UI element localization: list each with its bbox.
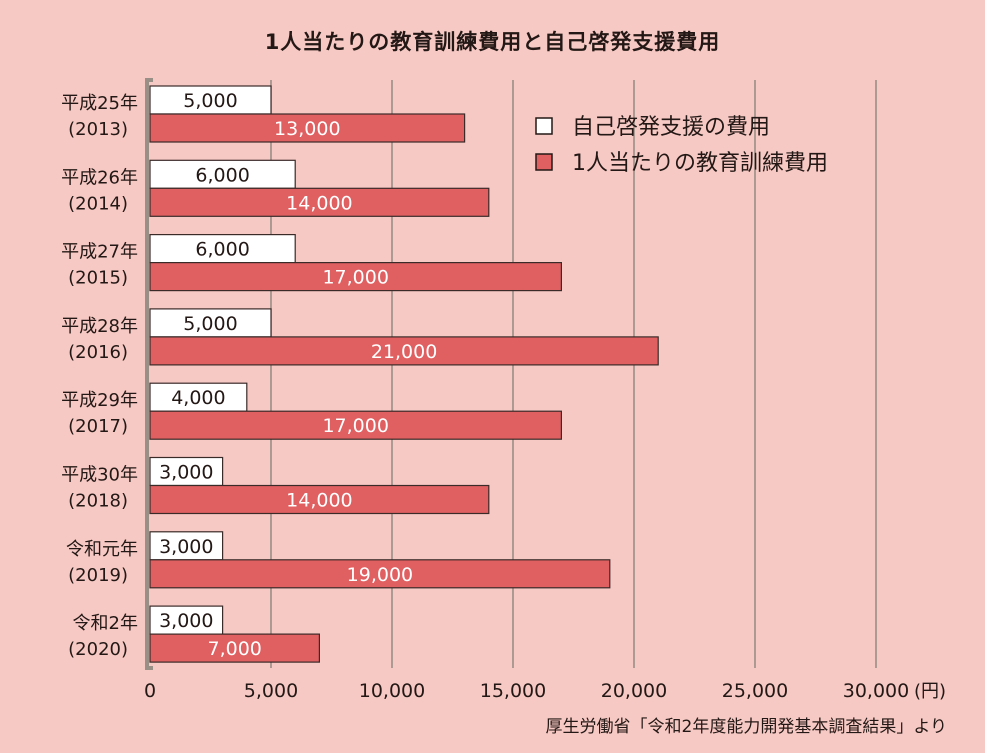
category-label: 令和2年 [73, 613, 138, 634]
category-label: 平成26年 [61, 167, 138, 188]
bar [149, 308, 272, 338]
chart-title: 1人当たりの教育訓練費用と自己啓発支援費用 [264, 30, 721, 54]
bar-value-label: 14,000 [286, 192, 352, 214]
bar-value-label: 6,000 [195, 239, 249, 261]
category-year-label: (2015) [68, 268, 128, 289]
category-label: 令和元年 [66, 539, 138, 560]
bar-value-label: 14,000 [286, 490, 352, 512]
category-year-label: (2017) [68, 416, 128, 437]
category-year-label: (2014) [68, 193, 128, 214]
category-year-label: (2019) [68, 565, 128, 586]
source-note: 厚生労働省「令和2年度能力開発基本調査結果」より [545, 717, 947, 737]
bar-value-label: 21,000 [371, 341, 437, 363]
bar [149, 262, 562, 292]
category-label: 平成29年 [61, 390, 138, 411]
bar [149, 113, 466, 143]
bar-value-label: 5,000 [183, 313, 237, 335]
y-axis-line [145, 78, 153, 670]
x-tick-label: 30,000 [843, 680, 909, 702]
x-tick-label: 25,000 [722, 680, 788, 702]
category-label: 平成28年 [61, 316, 138, 337]
bar-value-label: 17,000 [322, 267, 388, 289]
bar [149, 633, 320, 663]
bar-value-label: 17,000 [322, 415, 388, 437]
x-tick-label: 5,000 [244, 680, 298, 702]
bar-value-label: 6,000 [195, 164, 249, 186]
bar [149, 410, 562, 440]
legend-swatch [535, 117, 553, 135]
bar-value-label: 7,000 [207, 638, 261, 660]
category-label: 平成27年 [61, 242, 138, 263]
bar [149, 559, 611, 589]
bar-value-label: 3,000 [159, 536, 213, 558]
x-tick-label: 15,000 [480, 680, 546, 702]
bar [149, 85, 272, 115]
bar [149, 484, 490, 515]
bar-value-label: 13,000 [274, 118, 340, 140]
bar [149, 531, 224, 561]
category-label: 平成25年 [61, 93, 138, 114]
category-year-label: (2020) [68, 639, 128, 660]
bar-value-label: 3,000 [159, 610, 213, 632]
x-unit-label: (円) [914, 681, 946, 702]
legend-label: 自己啓発支援の費用 [572, 115, 770, 140]
x-tick-label: 20,000 [601, 680, 667, 702]
category-label: 平成30年 [61, 465, 138, 486]
x-tick-label: 10,000 [359, 680, 425, 702]
bar-value-label: 4,000 [171, 387, 225, 409]
category-year-label: (2016) [68, 342, 128, 363]
bar [149, 336, 659, 366]
category-year-label: (2018) [68, 491, 128, 512]
category-year-label: (2013) [68, 119, 128, 140]
bar [149, 234, 296, 264]
bar [149, 382, 248, 412]
bar [149, 605, 224, 635]
bar [149, 187, 490, 217]
x-tick-label: 0 [144, 680, 156, 702]
legend-label: 1人当たりの教育訓練費用 [572, 151, 828, 176]
bar-value-label: 5,000 [183, 90, 237, 112]
bar-value-label: 19,000 [347, 564, 413, 586]
legend-swatch [535, 153, 553, 171]
bar-value-label: 3,000 [159, 462, 213, 484]
